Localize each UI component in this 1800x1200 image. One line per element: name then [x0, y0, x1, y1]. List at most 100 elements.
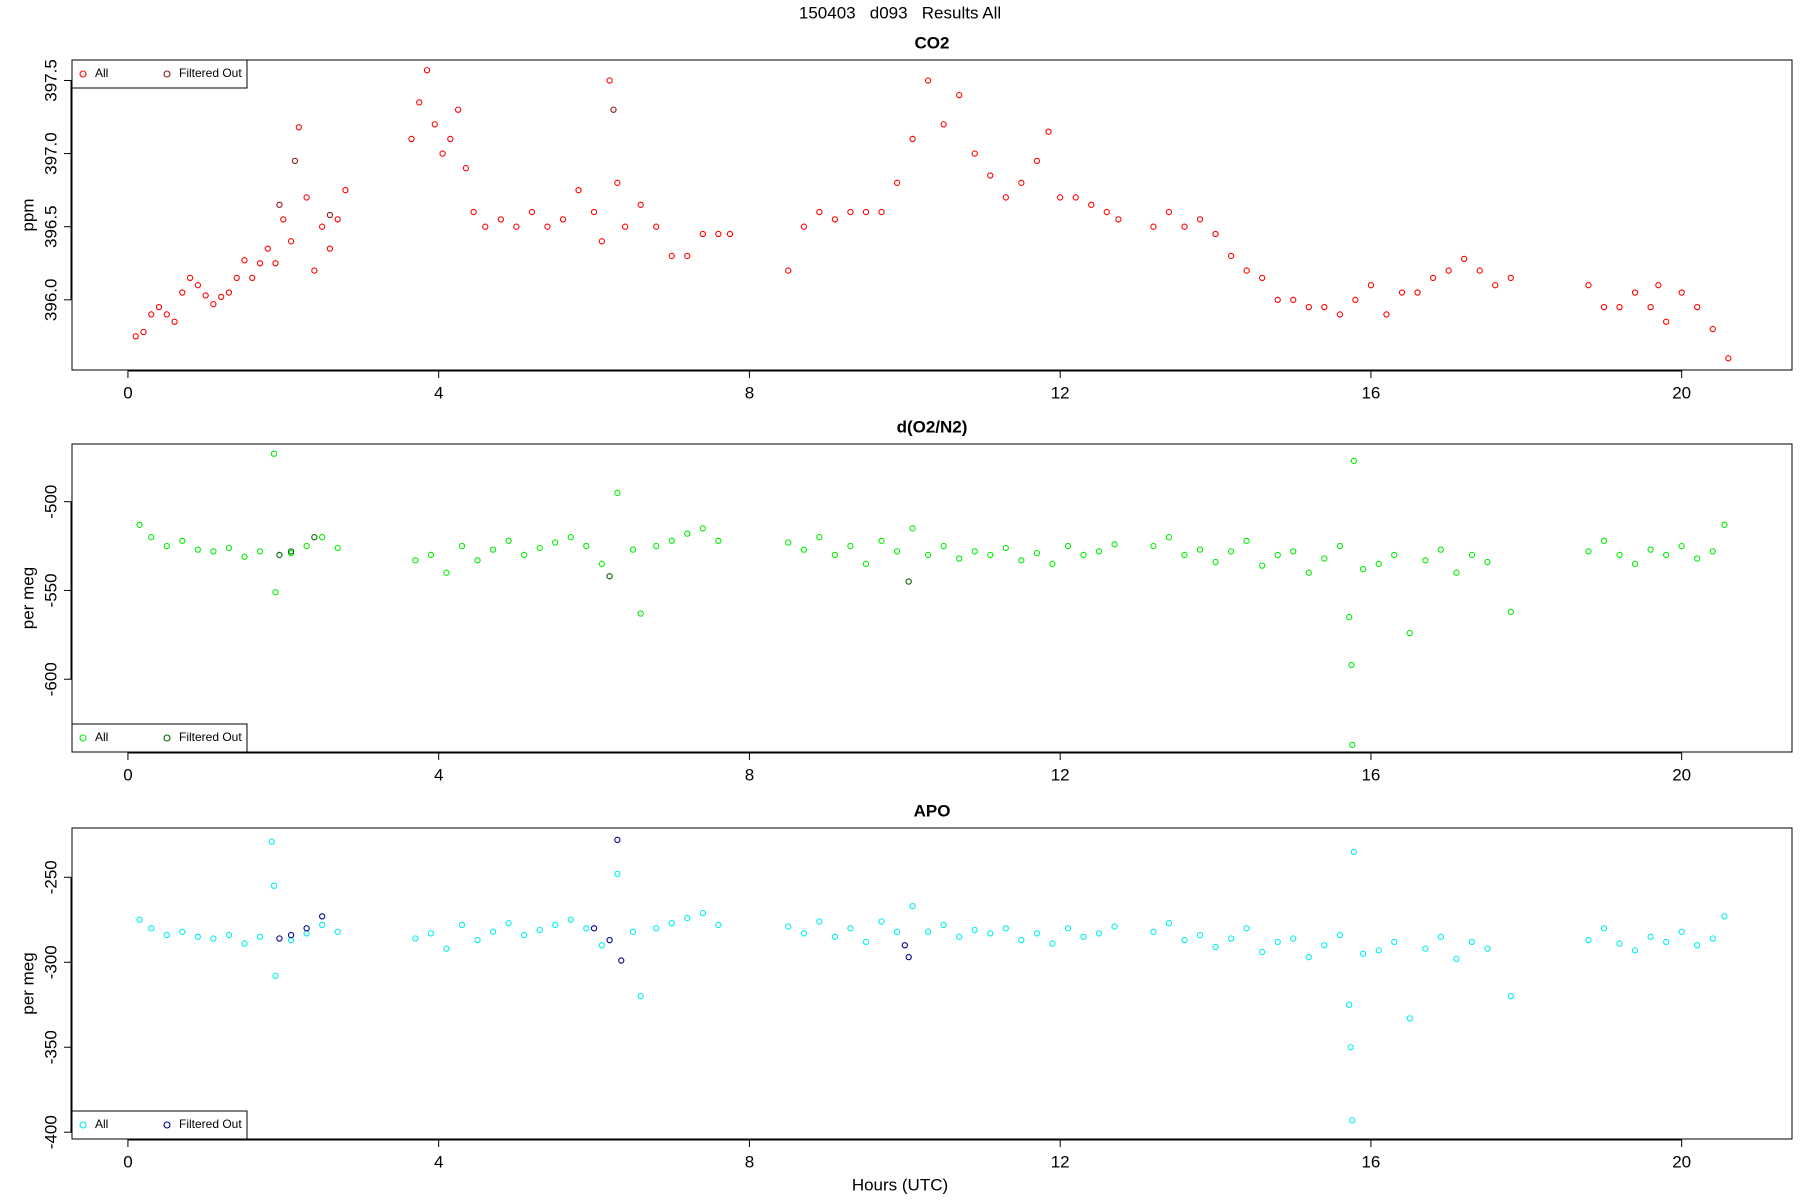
data-point — [1243, 537, 1250, 544]
data-point — [1033, 550, 1041, 557]
data-point — [1468, 938, 1476, 946]
data-point — [668, 920, 675, 927]
data-point — [1616, 303, 1623, 311]
data-point — [575, 186, 582, 194]
data-point — [559, 216, 567, 223]
data-point — [590, 925, 598, 932]
data-point — [272, 589, 279, 596]
data-point — [148, 311, 155, 318]
legend-label: Filtered Out — [179, 730, 242, 744]
data-point — [1346, 1001, 1353, 1008]
data-point — [303, 925, 310, 932]
data-point — [987, 551, 994, 559]
data-point — [210, 935, 217, 942]
data-point — [1049, 940, 1056, 947]
y-tick-label: -600 — [41, 662, 60, 696]
data-point — [505, 920, 512, 927]
data-point — [1243, 925, 1250, 932]
data-point — [905, 578, 912, 585]
data-point — [1398, 289, 1406, 296]
data-point — [1290, 548, 1297, 555]
data-point — [583, 925, 590, 932]
x-tick-label: 16 — [1361, 1152, 1380, 1171]
panel-title: APO — [914, 801, 951, 820]
data-point — [303, 542, 310, 550]
data-point — [1406, 1015, 1413, 1022]
data-point — [287, 548, 295, 555]
data-point — [474, 557, 481, 564]
data-point — [940, 121, 947, 128]
y-tick-label: -350 — [41, 1030, 60, 1064]
data-point — [940, 542, 947, 550]
data-point — [520, 551, 528, 559]
y-tick-label: -250 — [41, 860, 60, 894]
data-point — [1694, 303, 1701, 311]
data-point — [458, 542, 466, 550]
data-point — [924, 551, 932, 559]
y-axis-label: ppm — [18, 198, 37, 231]
data-point — [1181, 551, 1188, 559]
data-point — [233, 274, 240, 282]
data-point — [971, 150, 978, 157]
data-point — [1647, 546, 1654, 553]
data-point — [1678, 542, 1685, 550]
data-point — [1336, 311, 1344, 318]
panel-title: CO2 — [915, 33, 950, 52]
data-point — [179, 289, 186, 296]
y-tick-label: -300 — [41, 945, 60, 979]
data-point — [598, 560, 605, 567]
data-point — [1080, 551, 1087, 559]
data-point — [303, 194, 310, 201]
data-point — [637, 201, 644, 208]
y-tick-label: -500 — [41, 485, 60, 519]
data-point — [276, 201, 283, 208]
data-point — [447, 135, 454, 143]
data-point — [614, 489, 621, 496]
data-point — [1321, 303, 1328, 311]
data-point — [342, 186, 349, 194]
data-point — [163, 931, 170, 939]
data-point — [280, 216, 287, 223]
data-point — [319, 913, 326, 920]
legend-label: Filtered Out — [179, 1117, 242, 1131]
data-point — [1662, 938, 1670, 946]
data-point — [155, 303, 163, 311]
data-point — [218, 293, 225, 301]
data-point — [1437, 546, 1445, 553]
data-point — [1103, 208, 1110, 216]
data-point — [1349, 741, 1356, 749]
data-point — [148, 925, 155, 932]
y-tick-label: 397.0 — [41, 132, 60, 175]
data-point — [847, 542, 854, 550]
data-point — [1072, 194, 1079, 201]
data-point — [1350, 848, 1357, 855]
data-point — [1616, 551, 1623, 559]
data-point — [241, 553, 248, 560]
data-point — [1165, 920, 1173, 927]
data-point — [1196, 931, 1204, 939]
data-point — [621, 223, 629, 230]
data-point — [1033, 157, 1041, 165]
data-point — [1461, 255, 1468, 263]
data-point — [427, 551, 435, 559]
x-tick-label: 4 — [434, 1152, 443, 1171]
data-point — [567, 916, 574, 923]
data-point — [497, 216, 504, 223]
data-point — [163, 542, 170, 550]
data-point — [408, 135, 415, 143]
data-point — [334, 928, 341, 935]
data-point — [1350, 457, 1357, 465]
data-point — [1150, 542, 1157, 550]
legend-label: All — [95, 66, 108, 80]
y-tick-label: 397.5 — [41, 59, 60, 102]
data-point — [1694, 555, 1701, 562]
data-point — [1600, 303, 1608, 311]
data-point — [1259, 948, 1266, 956]
data-point — [726, 230, 734, 238]
data-point — [416, 99, 423, 106]
data-point — [1383, 311, 1390, 318]
data-point — [862, 560, 870, 567]
data-point — [1336, 542, 1344, 550]
data-point — [800, 930, 807, 937]
data-point — [552, 539, 559, 546]
